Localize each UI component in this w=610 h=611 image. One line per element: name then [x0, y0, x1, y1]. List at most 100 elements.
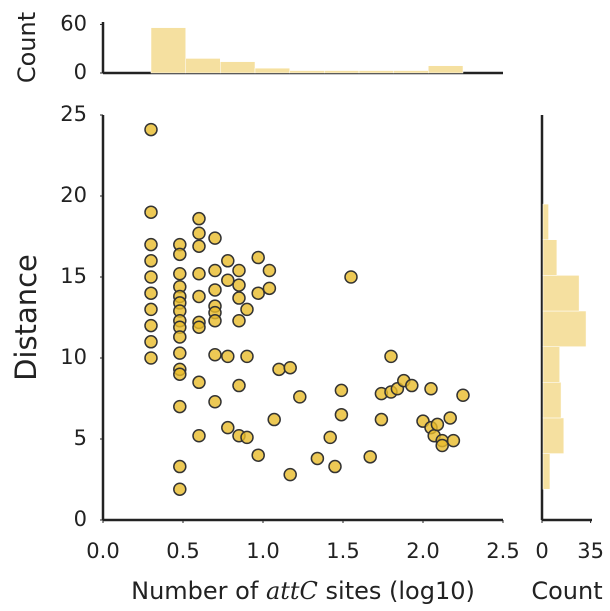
scatter-point: [310, 451, 325, 466]
scatter-point: [144, 205, 158, 219]
scatter-point: [283, 467, 297, 482]
scatter-point: [240, 430, 254, 445]
hist-bar: [393, 70, 429, 74]
scatter-point: [262, 263, 277, 278]
scatter-point: [334, 407, 349, 422]
y-tick-label: 60: [60, 11, 87, 35]
scatter-point: [192, 429, 206, 443]
hist-bar: [542, 239, 558, 276]
scatter-point: [262, 281, 277, 296]
hist-bar: [289, 70, 325, 74]
scatter-point: [144, 351, 158, 365]
scatter-point: [221, 420, 235, 435]
scatter-point: [251, 448, 265, 462]
scatter-point: [208, 231, 222, 245]
x-axis-label-part: Number of: [131, 577, 266, 605]
hist-bar: [185, 58, 221, 74]
scatter-point: [144, 302, 158, 317]
scatter-point: [323, 430, 337, 445]
scatter-point: [192, 289, 206, 304]
y-tick-label: 0: [74, 60, 87, 84]
scatter-point: [232, 263, 246, 278]
scatter-point: [232, 313, 246, 328]
hist-bar: [542, 346, 560, 383]
y-tick-label: 0: [74, 507, 87, 531]
x-tick-label: 2.5: [486, 539, 519, 563]
scatter-point: [208, 394, 222, 409]
scatter-point: [144, 318, 158, 333]
hist-bar: [428, 65, 464, 74]
scatter-point: [144, 237, 158, 252]
x-tick-label: 35: [577, 539, 604, 563]
scatter-point: [173, 399, 187, 414]
scatter-point: [283, 360, 297, 375]
scatter-point: [443, 411, 457, 425]
scatter-point: [144, 122, 158, 137]
y-tick-label: 10: [60, 345, 87, 369]
scatter-point: [192, 320, 206, 334]
x-axis-label: Number of attC sites (log10): [131, 577, 475, 606]
scatter-point: [173, 267, 187, 281]
scatter-point: [208, 348, 222, 362]
scatter-point: [173, 367, 187, 381]
scatter-point: [405, 378, 419, 393]
scatter-point: [173, 346, 187, 360]
scatter-point: [192, 211, 206, 226]
scatter-point: [173, 330, 187, 344]
x-axis-label: Count: [531, 577, 602, 605]
hist-bar: [542, 310, 587, 347]
scatter-point: [240, 349, 254, 364]
scatter-point: [251, 286, 265, 300]
scatter-point: [208, 313, 222, 328]
x-tick-label: 1.5: [326, 539, 359, 563]
x-axis-label-part: sites (log10): [318, 577, 475, 605]
y-tick-label: 20: [60, 183, 87, 207]
scatter-point: [208, 283, 222, 297]
y-axis-label: Distance: [9, 254, 43, 381]
hist-bar: [542, 453, 551, 490]
scatter-point: [208, 263, 222, 278]
scatter-point: [192, 239, 206, 253]
scatter-point: [267, 412, 281, 427]
y-tick-label: 5: [74, 426, 87, 450]
hist-bar: [542, 382, 562, 419]
scatter-point: [293, 390, 307, 404]
hist-bar: [150, 27, 186, 74]
scatter-point: [192, 267, 206, 281]
y-tick-label: 15: [60, 264, 87, 288]
scatter-point: [232, 278, 246, 292]
scatter-point: [430, 417, 445, 432]
hist-bar: [254, 67, 290, 74]
hist-bar: [324, 70, 360, 74]
y-axis-label: Count: [13, 12, 41, 83]
hist-bar: [220, 61, 256, 74]
scatter-point: [144, 270, 158, 284]
scatter-point: [221, 273, 235, 287]
scatter-point: [232, 378, 246, 393]
x-tick-label: 0: [535, 539, 548, 563]
scatter-point: [144, 335, 158, 349]
scatter-point: [144, 286, 158, 300]
x-tick-label: 1.0: [246, 539, 279, 563]
scatter-point: [363, 450, 377, 464]
scatter-point: [374, 412, 389, 427]
hist-bar: [542, 417, 565, 454]
scatter-point: [384, 349, 398, 364]
scatter-point: [344, 270, 358, 284]
hist-bar: [358, 70, 394, 74]
hist-bar: [542, 203, 549, 240]
x-tick-label: 0.5: [166, 539, 199, 563]
x-axis-label-part: attC: [266, 577, 318, 605]
scatter-point: [192, 375, 206, 390]
scatter-point: [328, 459, 342, 474]
scatter-point: [221, 254, 235, 268]
scatter-point: [240, 302, 254, 317]
scatter-point: [334, 383, 349, 398]
y-tick-label: 25: [60, 102, 87, 126]
scatter-point: [173, 459, 187, 474]
scatter-point: [424, 382, 438, 396]
scatter-point: [446, 433, 461, 448]
scatter-point: [144, 254, 158, 268]
scatter-point: [192, 226, 206, 241]
